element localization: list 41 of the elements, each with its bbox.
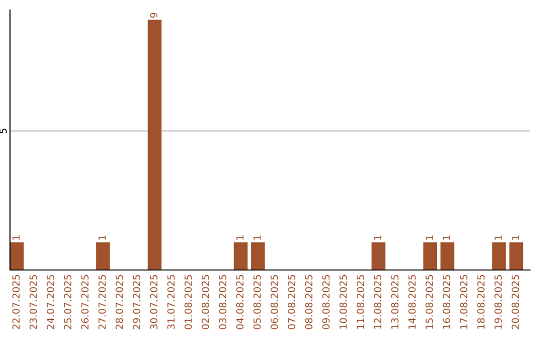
- x-tick-label: 06.08.2025: [270, 275, 278, 330]
- data-label: 9: [150, 12, 158, 18]
- data-label: 1: [442, 236, 450, 240]
- x-tick-label: 19.08.2025: [494, 275, 502, 329]
- x-tick-label: 20.08.2025: [512, 275, 520, 330]
- x-tick-label: 07.08.2025: [288, 275, 296, 330]
- data-label: 1: [254, 236, 261, 240]
- x-tick-label: 13.08.2025: [391, 275, 399, 329]
- data-label: 1: [236, 236, 244, 240]
- x-tick-label: 29.07.2025: [132, 275, 140, 330]
- x-tick-label: 17.08.2025: [460, 275, 468, 329]
- x-tick-label: 23.07.2025: [30, 275, 37, 330]
- x-tick-label: 28.07.2025: [116, 275, 124, 330]
- x-tick-label: 30.07.2025: [150, 275, 158, 330]
- x-tick-label: 03.08.2025: [218, 275, 226, 330]
- x-tick-label: 18.08.2025: [477, 275, 485, 329]
- data-label: 1: [12, 236, 20, 240]
- x-tick-label: 08.08.2025: [305, 275, 312, 330]
- x-tick-label: 04.08.2025: [236, 275, 244, 330]
- x-tick-label: 10.08.2025: [340, 275, 347, 329]
- x-tick-label: 31.07.2025: [167, 275, 175, 330]
- data-label: 1: [426, 236, 433, 240]
- x-tick-label: 16.08.2025: [442, 275, 450, 329]
- x-tick-label: 25.07.2025: [64, 275, 72, 330]
- x-tick-label: 24.07.2025: [46, 275, 54, 330]
- x-tick-label: 27.07.2025: [98, 275, 106, 330]
- data-label: 1: [98, 236, 106, 240]
- x-tick-label: 01.08.2025: [184, 275, 192, 330]
- x-tick-label: 02.08.2025: [202, 275, 210, 330]
- y-tick-label: 5: [0, 128, 7, 134]
- data-label: 1: [494, 236, 502, 240]
- x-tick-label: 22.07.2025: [12, 275, 20, 330]
- x-tick-label: 05.08.2025: [253, 275, 261, 330]
- x-tick-label: 26.07.2025: [81, 275, 89, 330]
- x-tick-label: 12.08.2025: [374, 275, 382, 329]
- x-tick-label: 14.08.2025: [408, 275, 416, 329]
- x-tick-label: 11.08.2025: [356, 275, 364, 329]
- data-label: 1: [512, 236, 519, 240]
- x-tick-label: 09.08.2025: [322, 275, 330, 330]
- x-tick-label: 15.08.2025: [426, 275, 433, 329]
- data-label: 1: [374, 236, 382, 240]
